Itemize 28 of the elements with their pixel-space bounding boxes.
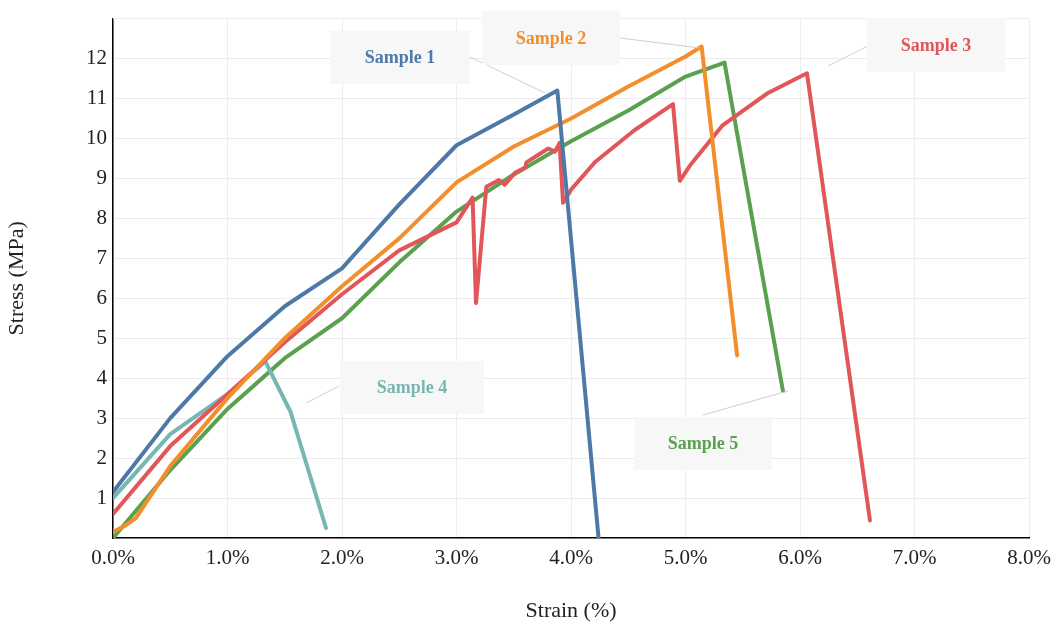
text: Sample 5: [667, 432, 739, 453]
y-tick-label: 12: [86, 45, 107, 70]
text: Sample 2: [515, 28, 587, 48]
x-tick-label: 3.0%: [434, 545, 479, 570]
y-tick-label: 1: [96, 484, 107, 509]
x-tick-label: 2.0%: [320, 545, 364, 570]
x-tick-label: 4.0%: [549, 545, 593, 570]
x-tick-label: 5.0%: [663, 545, 708, 570]
y-tick-label: 3: [96, 404, 107, 429]
y-tick-label: 6: [96, 284, 107, 309]
y-tick-label: 2: [96, 444, 107, 469]
x-tick-label: 6.0%: [778, 545, 822, 570]
x-tick-label: 7.0%: [892, 545, 937, 570]
y-tick-label: 9: [96, 164, 107, 189]
x-axis-title: Strain (%): [525, 596, 617, 622]
y-tick-label: 8: [96, 204, 107, 229]
y-axis-title: Stress (MPa): [2, 221, 28, 336]
y-tick-label: 7: [96, 244, 107, 269]
text: Sample 1: [364, 46, 436, 67]
x-tick-label: 0.0%: [91, 545, 135, 570]
y-tick-label: 11: [86, 85, 107, 110]
x-tick-label: 1.0%: [205, 545, 250, 570]
y-tick-label: 10: [86, 124, 107, 149]
text: Sample 4: [376, 376, 448, 397]
text: Sample 3: [900, 35, 972, 55]
x-tick-label: 8.0%: [1007, 545, 1051, 570]
y-tick-label: 5: [96, 324, 107, 349]
y-tick-label: 4: [96, 364, 108, 389]
